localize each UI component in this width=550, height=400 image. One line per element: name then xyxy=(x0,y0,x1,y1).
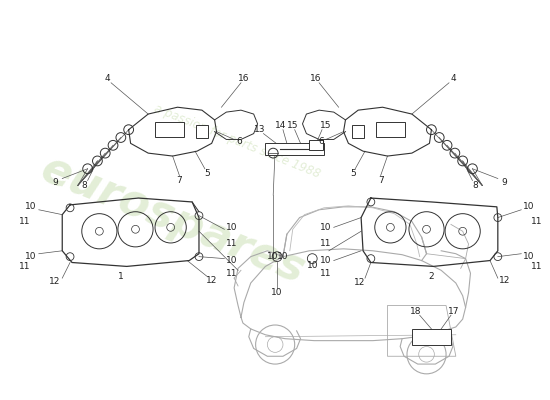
Text: 9: 9 xyxy=(502,178,508,187)
Text: 11: 11 xyxy=(320,240,332,248)
Text: 5: 5 xyxy=(204,169,210,178)
Text: 10: 10 xyxy=(524,202,535,211)
Text: 18: 18 xyxy=(410,307,421,316)
Text: a passion for parts since 1988: a passion for parts since 1988 xyxy=(152,102,322,181)
Text: 10: 10 xyxy=(320,223,332,232)
Bar xyxy=(412,329,451,344)
Text: 4: 4 xyxy=(450,74,456,83)
Text: 10: 10 xyxy=(25,202,37,211)
Text: 12: 12 xyxy=(49,276,60,286)
Text: 14: 14 xyxy=(276,121,287,130)
Text: 10: 10 xyxy=(271,288,283,297)
Text: 11: 11 xyxy=(531,262,543,271)
Text: 11: 11 xyxy=(226,269,237,278)
Text: 12: 12 xyxy=(499,276,510,284)
Text: 10: 10 xyxy=(277,252,289,261)
Text: 10: 10 xyxy=(267,252,279,261)
Text: 11: 11 xyxy=(320,269,332,278)
Text: 11: 11 xyxy=(19,262,31,271)
Text: 16: 16 xyxy=(310,74,322,83)
Text: 11: 11 xyxy=(19,217,31,226)
Text: 7: 7 xyxy=(378,176,383,185)
Text: 13: 13 xyxy=(254,125,265,134)
Bar xyxy=(309,140,323,150)
Text: 4: 4 xyxy=(104,74,110,83)
Bar xyxy=(353,125,364,138)
Text: 6: 6 xyxy=(318,137,324,146)
Text: 11: 11 xyxy=(531,217,543,226)
Text: 15: 15 xyxy=(287,121,299,130)
Text: 1: 1 xyxy=(118,272,124,281)
Text: 6: 6 xyxy=(236,137,242,146)
Text: 16: 16 xyxy=(238,74,250,83)
Text: 12: 12 xyxy=(354,278,365,286)
Text: 11: 11 xyxy=(226,240,237,248)
Text: 9: 9 xyxy=(53,178,58,187)
Text: 10: 10 xyxy=(524,252,535,261)
Text: eurospares: eurospares xyxy=(34,147,311,292)
Text: 17: 17 xyxy=(448,307,460,316)
Text: 2: 2 xyxy=(428,272,434,281)
Text: 8: 8 xyxy=(472,181,478,190)
Text: 10: 10 xyxy=(226,256,237,265)
Text: 15: 15 xyxy=(320,121,332,130)
Text: 10: 10 xyxy=(320,256,332,265)
Bar xyxy=(376,122,405,138)
Text: 7: 7 xyxy=(177,176,182,185)
Text: 10: 10 xyxy=(306,261,318,270)
Bar xyxy=(266,143,324,155)
Text: 10: 10 xyxy=(226,223,237,232)
Bar xyxy=(155,122,184,138)
Text: 8: 8 xyxy=(82,181,87,190)
Text: 5: 5 xyxy=(350,169,356,178)
Bar xyxy=(196,125,208,138)
Text: 10: 10 xyxy=(25,252,37,261)
Text: 12: 12 xyxy=(206,276,217,284)
